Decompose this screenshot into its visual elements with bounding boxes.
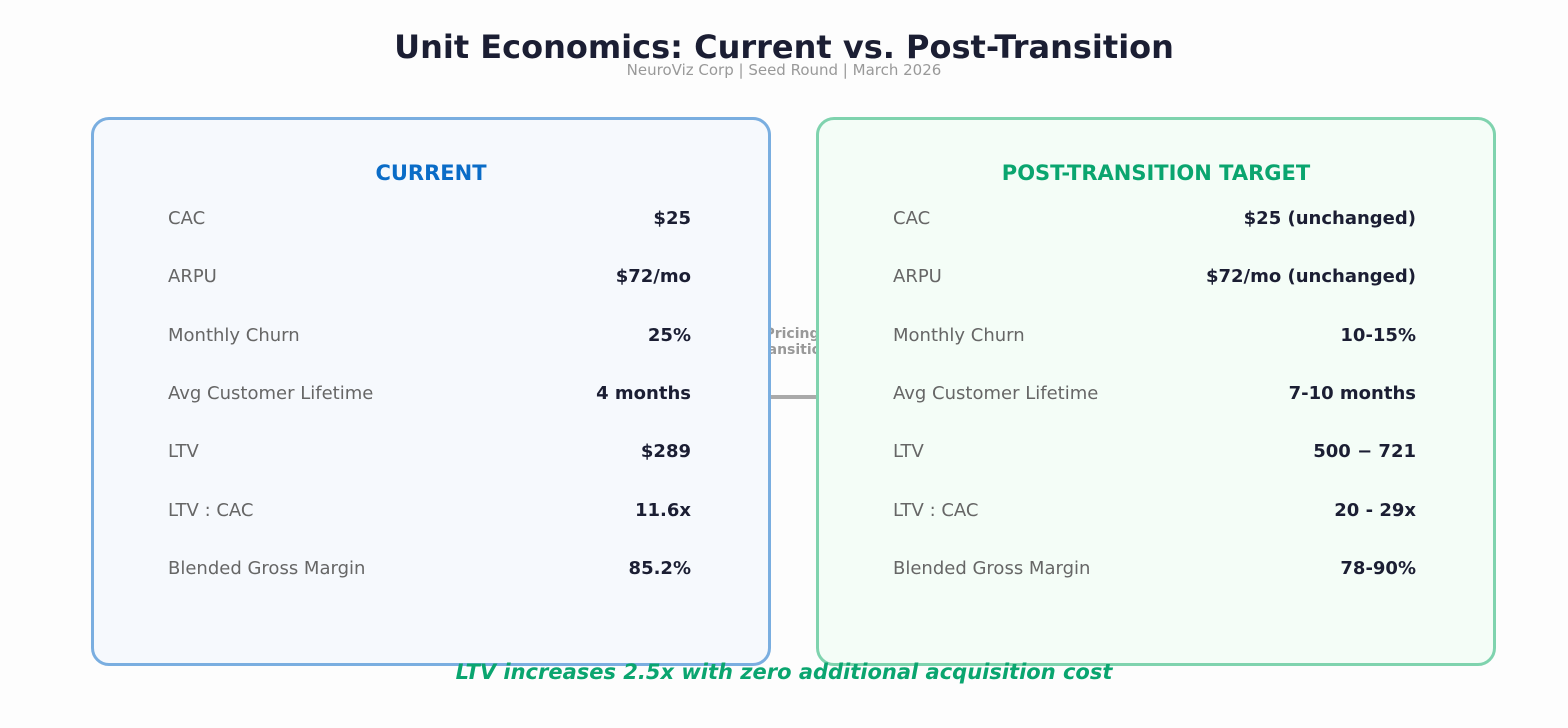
- metric-value: 4 months: [596, 382, 691, 404]
- metric-label: Blended Gross Margin: [168, 557, 366, 579]
- metric-value: 10-15%: [1340, 324, 1416, 346]
- metric-label: CAC: [893, 208, 931, 229]
- metric-value: $72/mo (unchanged): [1205, 266, 1416, 288]
- metric-value: 500 − 721: [1313, 441, 1416, 463]
- metric-label: Blended Gross Margin: [893, 557, 1091, 579]
- current-header: CURRENT: [375, 161, 487, 185]
- metric-label: LTV : CAC: [168, 499, 254, 521]
- metric-value: $25: [653, 208, 691, 229]
- metric-value: 20 - 29x: [1334, 499, 1416, 521]
- current-panel: [91, 117, 771, 666]
- metric-label: CAC: [168, 208, 206, 229]
- metric-label: Monthly Churn: [893, 324, 1025, 346]
- metric-label: LTV: [168, 441, 199, 463]
- metric-value: $25 (unchanged): [1243, 208, 1416, 229]
- metric-label: ARPU: [168, 266, 217, 288]
- metric-label: Avg Customer Lifetime: [893, 382, 1099, 404]
- metric-label: Monthly Churn: [168, 324, 300, 346]
- target-panel: [816, 117, 1496, 666]
- metric-value: 11.6x: [634, 499, 691, 521]
- target-header: POST-TRANSITION TARGET: [1001, 161, 1311, 185]
- footer-note: LTV increases 2.5x with zero additional …: [455, 660, 1113, 684]
- metric-value: $289: [640, 441, 691, 463]
- metric-value: 25%: [647, 324, 691, 346]
- metric-value: $72/mo: [615, 266, 691, 288]
- metric-value: 7-10 months: [1288, 382, 1416, 404]
- arrow-label: Pricing Transition: [752, 326, 832, 358]
- metric-label: ARPU: [893, 266, 942, 288]
- page-title: Unit Economics: Current vs. Post-Transit…: [394, 28, 1174, 66]
- metric-value: 78-90%: [1340, 557, 1416, 579]
- metric-value: 85.2%: [628, 557, 691, 579]
- metric-label: LTV : CAC: [893, 499, 979, 521]
- metric-label: Avg Customer Lifetime: [168, 382, 374, 404]
- subtitle: NeuroViz Corp | Seed Round | March 2026: [626, 61, 942, 79]
- metric-label: LTV: [893, 441, 924, 463]
